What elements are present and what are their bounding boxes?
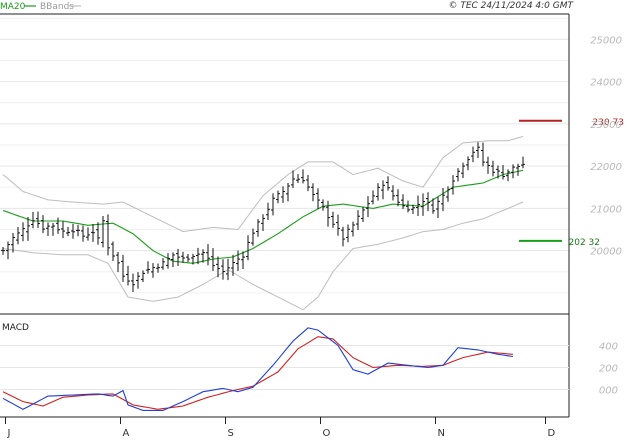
- ma20-path: [2, 169, 524, 264]
- month-label: S: [228, 428, 234, 439]
- macd-tick-label: 200: [599, 364, 618, 375]
- macd-tick-label: 000: [599, 386, 618, 397]
- price-tick-label: 20000: [590, 247, 622, 258]
- month-label: D: [548, 428, 556, 439]
- price-axis-labels: 20000 21000 22000 23000 24000 25000: [590, 35, 622, 257]
- bband-upper-line: [2, 136, 524, 233]
- price-tick-label: 23000: [590, 120, 622, 131]
- price-tick-label: 21000: [590, 204, 622, 215]
- macd-line: [2, 327, 514, 411]
- price-tick-label: 25000: [590, 35, 622, 46]
- price-bars: [1, 142, 525, 292]
- macd-tick-label: 400: [599, 342, 618, 353]
- price-tick-label: 24000: [590, 78, 622, 89]
- support-label: 202 32: [569, 238, 601, 248]
- month-label: O: [323, 428, 331, 439]
- macd-axis-labels: 000 200 400: [599, 342, 618, 397]
- macd-gridlines: [0, 345, 569, 390]
- month-label: A: [123, 428, 130, 439]
- signal-line: [2, 336, 514, 410]
- ma20-legend-label: MA20: [0, 2, 26, 12]
- price-tick-label: 22000: [590, 162, 622, 173]
- month-label: J: [7, 428, 11, 439]
- month-label: N: [438, 428, 445, 439]
- resistance-label: 230 73: [593, 118, 625, 128]
- price-gridlines: [0, 17, 569, 294]
- macd-panel-title: MACD: [2, 323, 29, 333]
- price-levels: 230 73 202 32: [519, 118, 624, 248]
- copyright-label: © TEC 24/11/2024 4:0 GMT: [448, 1, 574, 11]
- ma20-line: [2, 169, 524, 264]
- bbands-legend-label: BBands: [40, 2, 74, 12]
- bollinger-bands: [2, 136, 524, 311]
- bband-lower-line: [2, 201, 524, 311]
- macd-lines: [2, 327, 514, 411]
